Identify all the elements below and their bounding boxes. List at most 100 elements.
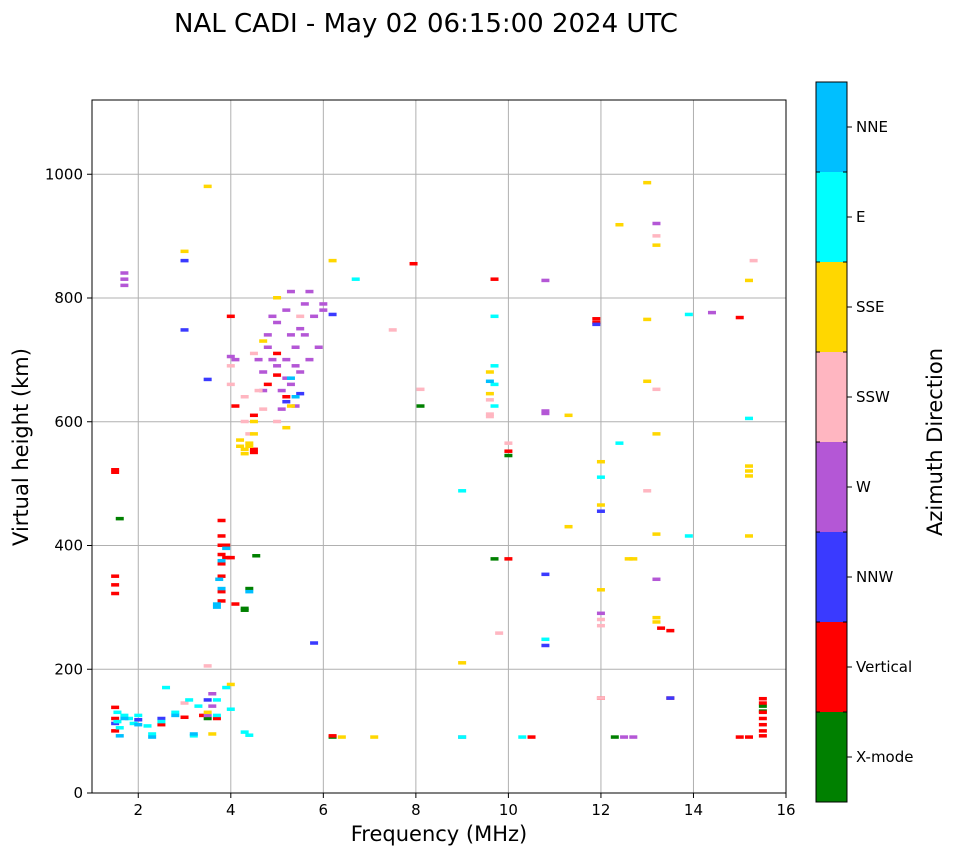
- echo-mark-w: [282, 357, 291, 362]
- y-tick-label: 800: [54, 289, 83, 307]
- echo-mark-ssw: [749, 258, 758, 263]
- echo-mark-ssw: [485, 412, 494, 416]
- echo-mark-ssw: [240, 419, 249, 424]
- colorbar-label-x-mode: X-mode: [856, 748, 913, 766]
- colorbar-label-ssw: SSW: [856, 388, 890, 406]
- echo-mark-sse: [744, 278, 753, 283]
- echo-mark-nnw: [180, 258, 189, 263]
- echo-mark-sse: [596, 459, 605, 464]
- x-tick-label: 12: [591, 801, 610, 819]
- echo-mark-sse: [744, 464, 753, 468]
- echo-mark-sse: [328, 258, 337, 263]
- echo-mark-w: [300, 333, 309, 337]
- echo-mark-vertical: [758, 734, 767, 738]
- echo-mark-e: [212, 713, 221, 718]
- x-tick-label: 10: [499, 801, 518, 819]
- echo-mark-nne: [217, 586, 226, 591]
- echo-mark-nne: [171, 713, 180, 718]
- echo-mark-nne: [286, 376, 295, 380]
- echo-mark-ssw: [388, 328, 397, 332]
- echo-mark-x-mode: [252, 554, 261, 558]
- echo-mark-vertical: [758, 710, 767, 715]
- echo-mark-w: [226, 354, 235, 359]
- echo-mark-vertical: [180, 715, 189, 720]
- echo-mark-e: [185, 698, 194, 702]
- echo-mark-vertical: [217, 534, 226, 538]
- echo-mark-sse: [180, 249, 189, 254]
- echo-mark-sse: [236, 444, 245, 448]
- echo-mark-vertical: [111, 468, 120, 472]
- echo-mark-w: [596, 611, 605, 616]
- x-tick-label: 4: [226, 801, 236, 819]
- echo-mark-sse: [203, 710, 212, 715]
- echo-mark-w: [305, 289, 314, 294]
- echo-mark-ssw: [203, 664, 212, 668]
- echo-mark-vertical: [758, 716, 767, 721]
- echo-mark-vertical: [217, 589, 226, 594]
- echo-mark-w: [263, 333, 272, 337]
- echo-mark-e: [212, 698, 221, 702]
- echo-mark-vertical: [111, 716, 120, 721]
- echo-mark-w: [277, 407, 286, 411]
- echo-mark-nne: [245, 589, 254, 594]
- echo-mark-vertical: [409, 261, 418, 266]
- echo-mark-x-mode: [245, 586, 254, 591]
- echo-mark-vertical: [249, 413, 258, 418]
- echo-mark-x-mode: [240, 606, 249, 611]
- echo-mark-e: [222, 685, 231, 690]
- echo-mark-w: [620, 735, 629, 739]
- echo-mark-sse: [249, 432, 258, 436]
- echo-mark-vertical: [657, 626, 666, 630]
- echo-mark-nne: [485, 379, 494, 384]
- echo-mark-e: [194, 704, 203, 708]
- echo-mark-e: [148, 732, 157, 736]
- echo-mark-vertical: [231, 404, 240, 408]
- echo-mark-sse: [744, 534, 753, 538]
- colorbar-label-w: W: [856, 478, 871, 496]
- echo-mark-sse: [203, 184, 212, 189]
- colorbar-swatch: [816, 532, 847, 622]
- echo-mark-vertical: [226, 314, 235, 319]
- y-tick-label: 0: [73, 784, 83, 802]
- echo-mark-sse: [564, 413, 573, 418]
- echo-mark-w: [120, 271, 129, 275]
- echo-mark-sse: [485, 370, 494, 374]
- echo-mark-e: [143, 724, 152, 728]
- echo-mark-nnw: [134, 717, 143, 722]
- echo-mark-nne: [217, 558, 226, 563]
- echo-mark-vertical: [758, 696, 767, 701]
- echo-mark-nne: [215, 577, 224, 582]
- echo-mark-w: [652, 221, 661, 226]
- colorbar-label-nne: NNE: [856, 118, 888, 136]
- echo-mark-w: [259, 370, 268, 374]
- echo-mark-e: [351, 277, 360, 281]
- echo-mark-sse: [615, 222, 624, 227]
- echo-mark-vertical: [217, 574, 226, 578]
- echo-mark-nnw: [596, 509, 605, 513]
- gridlines: [92, 100, 786, 793]
- echo-mark-nnw: [541, 572, 550, 577]
- echo-mark-w: [314, 345, 323, 349]
- echo-mark-w: [208, 704, 217, 708]
- echo-mark-vertical: [111, 574, 120, 578]
- colorbar-swatch: [816, 262, 847, 352]
- data-marks: [111, 180, 767, 739]
- echo-mark-nne: [134, 722, 143, 727]
- echo-mark-nnw: [157, 716, 166, 721]
- colorbar-label-e: E: [856, 208, 865, 226]
- echo-mark-e: [490, 314, 499, 319]
- echo-mark-w: [291, 345, 300, 349]
- x-tick-label: 6: [319, 801, 329, 819]
- echo-mark-e: [171, 710, 180, 715]
- y-tick-label: 600: [54, 413, 83, 431]
- echo-mark-ssw: [643, 489, 652, 493]
- echo-mark-nne: [291, 395, 300, 399]
- echo-mark-nnw: [203, 698, 212, 702]
- plot-area: 2 4 6 8 10 12 14 16 0 200 400 600 800 1000: [45, 99, 796, 819]
- echo-mark-x-mode: [115, 516, 124, 521]
- echo-mark-e: [490, 404, 499, 408]
- echo-mark-vertical: [217, 599, 226, 603]
- echo-mark-e: [134, 713, 143, 718]
- echo-mark-ssw: [596, 696, 605, 700]
